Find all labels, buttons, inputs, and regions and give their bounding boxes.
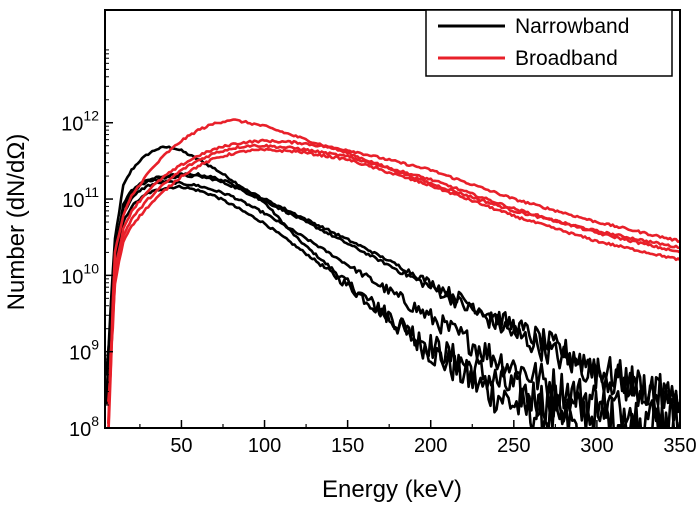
x-tick-label: 150 [331, 435, 364, 457]
x-tick-label: 350 [663, 435, 696, 457]
x-tick-label: 100 [248, 435, 281, 457]
x-tick-label: 200 [414, 435, 447, 457]
x-axis: 50 100 150 200 250 300 350 [139, 420, 697, 457]
x-tick-label: 300 [580, 435, 613, 457]
series-line-broadband-9 [107, 147, 680, 424]
y-tick-label: 109 [69, 337, 99, 365]
x-axis-title: Energy (keV) [322, 476, 462, 503]
y-tick-label: 1011 [62, 184, 99, 212]
series-line-broadband-7 [107, 138, 680, 428]
legend-label-narrowband: Narrowband [515, 15, 629, 38]
series-layer [105, 118, 680, 428]
y-tick-label: 108 [69, 413, 99, 441]
series-line-narrowband-2 [105, 184, 680, 428]
x-tick-label: 50 [170, 435, 192, 457]
series-line-narrowband-3 [105, 179, 680, 428]
y-axis: 108 109 1010 1011 1012 [61, 49, 113, 441]
series-line-broadband-8 [107, 143, 680, 428]
legend-box [425, 9, 673, 77]
series-line-narrowband-5 [105, 172, 680, 422]
y-tick-label: 1012 [61, 108, 99, 136]
plot-frame [104, 9, 681, 429]
x-tick-label: 250 [497, 435, 530, 457]
y-axis-title: Number (dN/dΩ) [3, 134, 30, 311]
y-tick-label: 1010 [61, 260, 99, 288]
series-line-narrowband-1 [105, 145, 581, 428]
legend-label-broadband: Broadband [515, 47, 618, 70]
legend: Narrowband Broadband [425, 9, 673, 77]
